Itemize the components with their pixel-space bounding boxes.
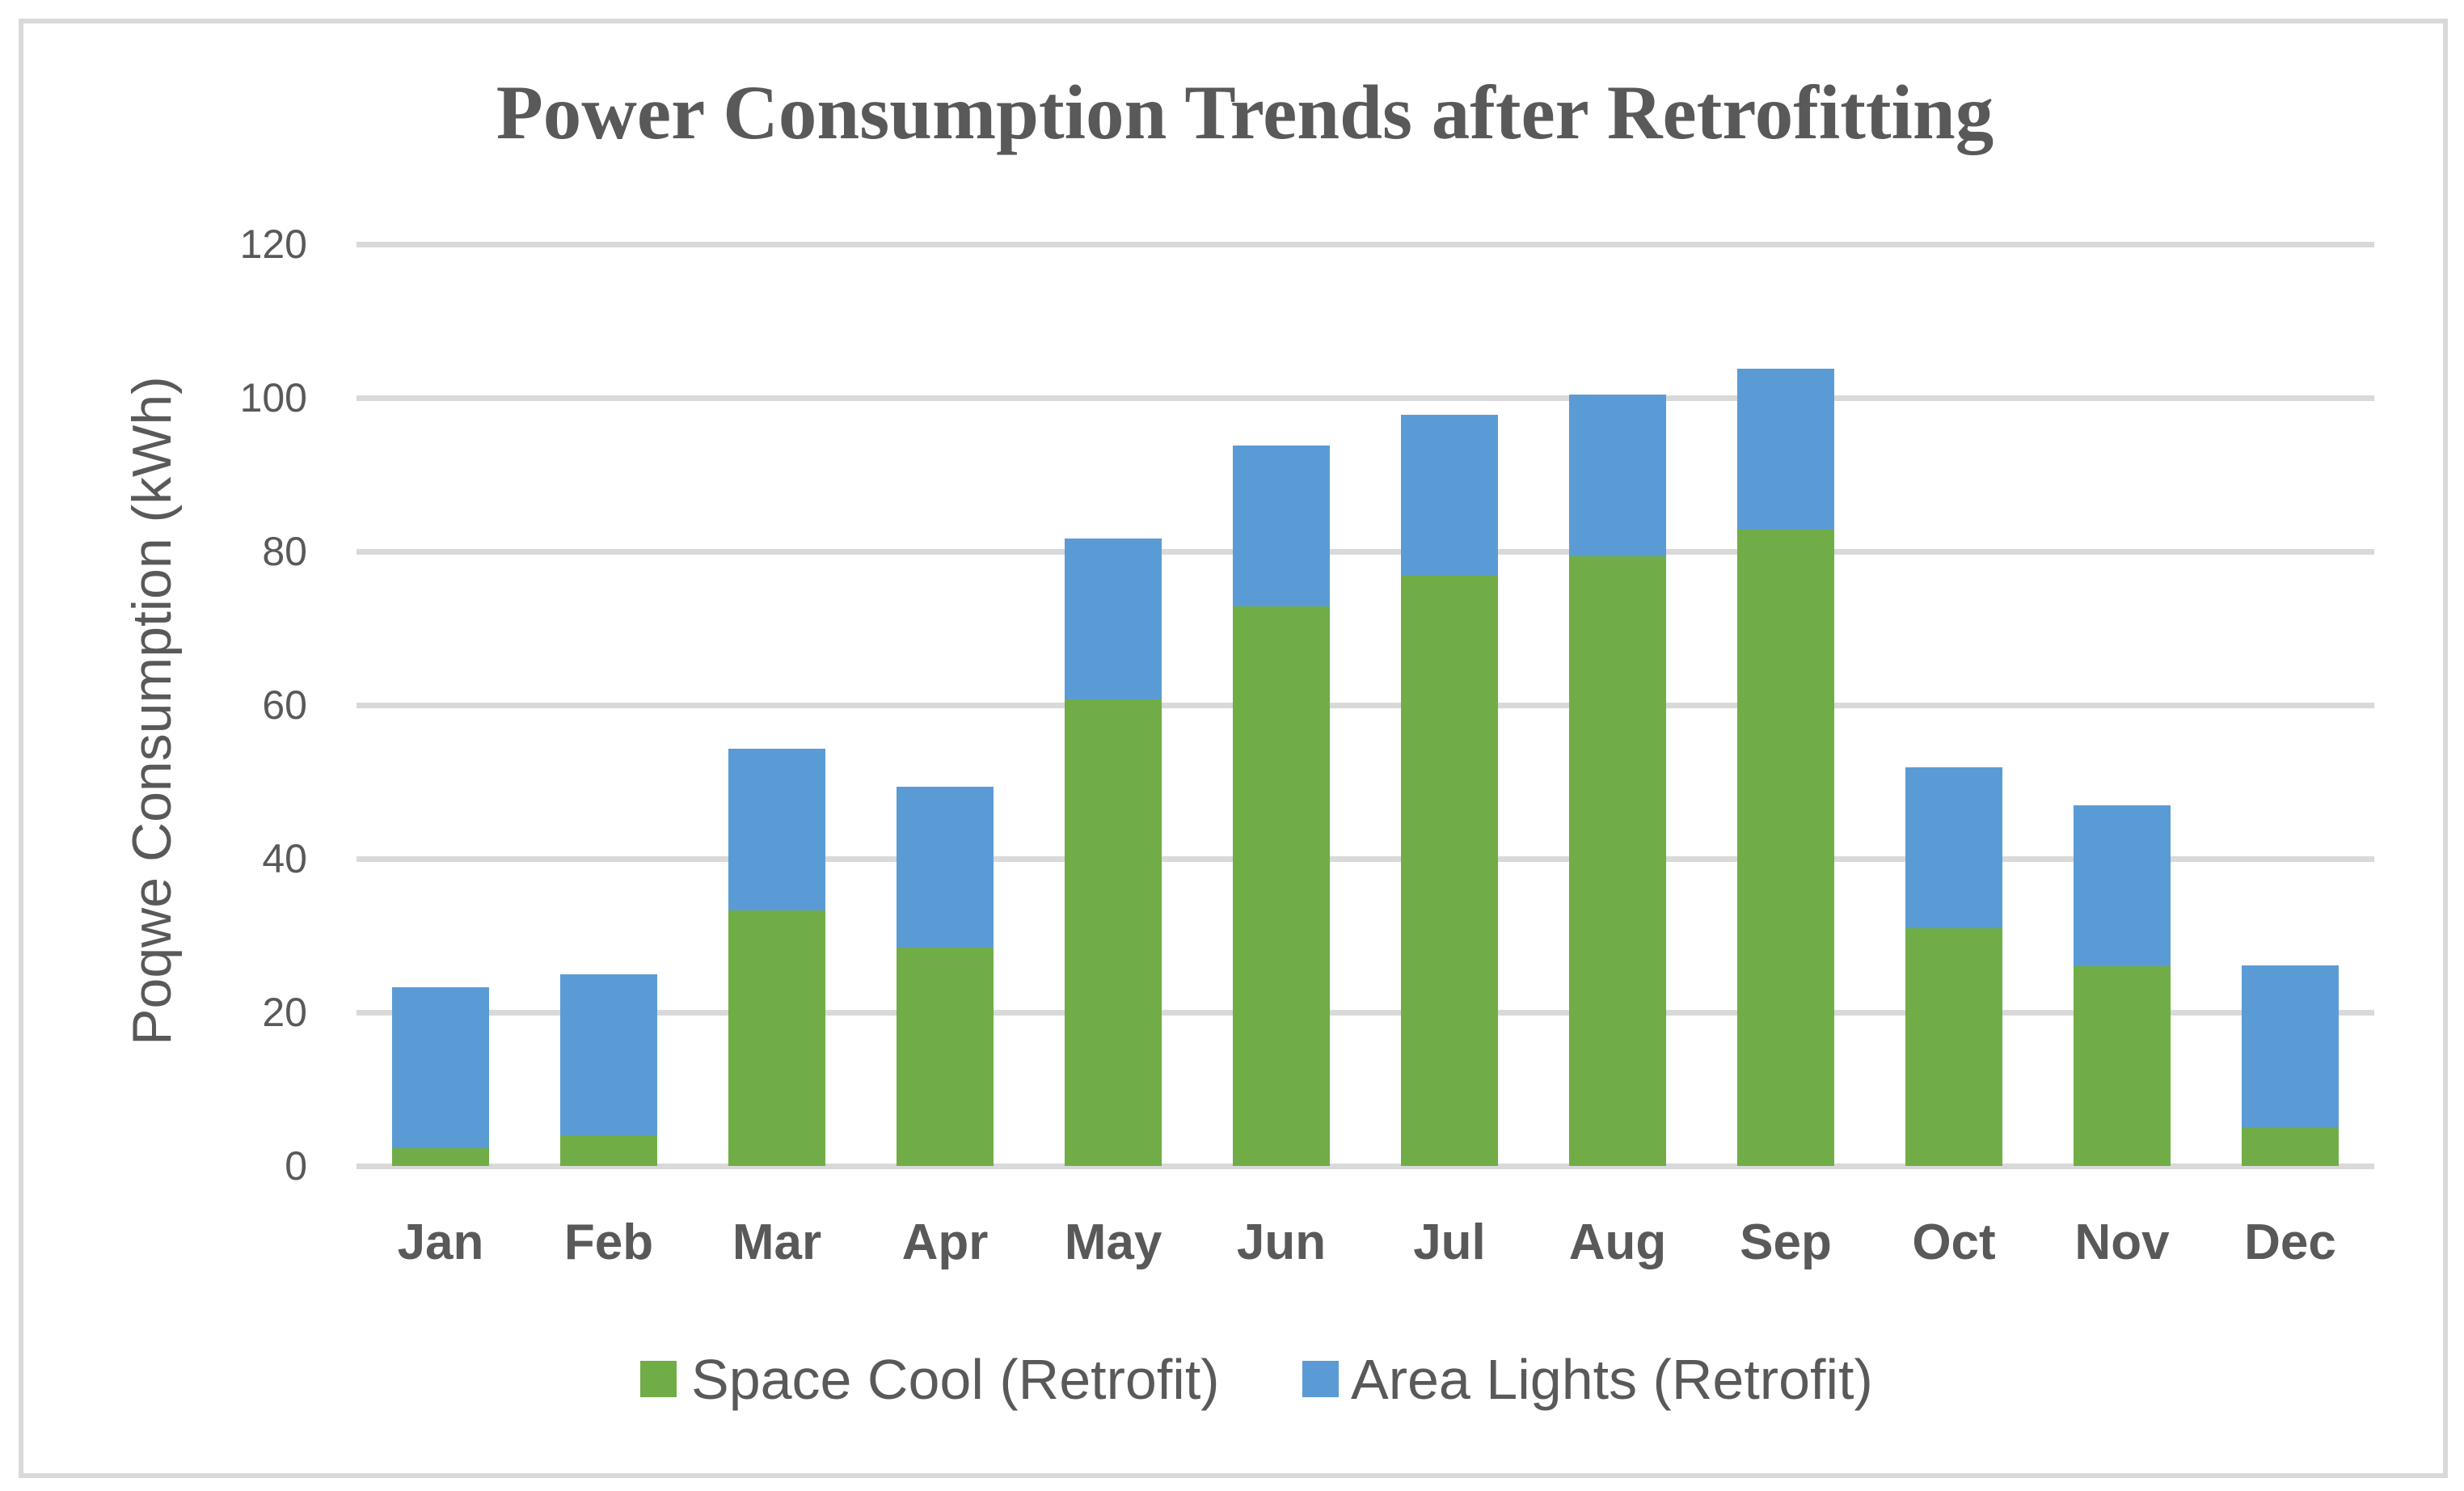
legend-swatch-space-cool [640,1361,677,1397]
bar-jul-area-lights-retrofit- [1401,414,1498,577]
x-axis-label-feb: Feb [563,1214,654,1270]
bar-apr-area-lights-retrofit- [897,786,994,948]
x-axis-label-may: May [1064,1214,1162,1270]
x-axis-label-mar: Mar [732,1214,822,1270]
bar-feb-area-lights-retrofit- [560,974,657,1135]
x-axis-label-nov: Nov [2074,1214,2170,1270]
y-tick-label: 120 [239,222,307,267]
bar-dec-space-cool-retrofit- [2242,1126,2339,1166]
bar-apr-space-cool-retrofit- [897,948,994,1166]
x-axis-label-aug: Aug [1568,1214,1667,1270]
y-tick-label: 20 [262,990,307,1035]
gridline-y-0 [357,1163,2374,1169]
x-axis-label-jun: Jun [1236,1214,1327,1270]
bar-mar-area-lights-retrofit- [728,749,825,910]
bar-nov-area-lights-retrofit- [2074,805,2171,966]
y-tick-label: 40 [262,836,307,881]
y-axis-title: Poqwe Consumption (kWh) [121,376,183,1045]
x-axis-label-dec: Dec [2244,1214,2336,1270]
bar-jan-area-lights-retrofit- [392,986,489,1149]
y-tick-label: 60 [262,682,307,728]
gridline-y-60 [357,702,2374,708]
y-tick-label: 0 [285,1143,307,1189]
legend-label-space-cool: Space Cool (Retrofit) [691,1348,1220,1411]
bar-jan-space-cool-retrofit- [392,1148,489,1166]
legend-label-area-lights: Area Lights (Retrofit) [1351,1348,1873,1411]
y-tick-label: 100 [239,375,307,420]
bar-jun-space-cool-retrofit- [1233,606,1330,1166]
bar-jul-space-cool-retrofit- [1401,576,1498,1166]
x-axis-label-sep: Sep [1740,1214,1832,1270]
x-axis-label-oct: Oct [1912,1214,1996,1270]
gridline-y-20 [357,1009,2374,1016]
chart-title: Power Consumption Trends after Retrofitt… [496,70,1994,155]
bar-jun-area-lights-retrofit- [1233,445,1330,607]
gridline-y-40 [357,855,2374,862]
bar-mar-space-cool-retrofit- [728,910,825,1166]
bar-sep-area-lights-retrofit- [1737,368,1834,530]
x-axis-label-jul: Jul [1413,1214,1486,1270]
legend-swatch-area-lights [1302,1361,1339,1397]
bar-aug-area-lights-retrofit- [1569,395,1666,556]
bar-aug-space-cool-retrofit- [1569,555,1666,1166]
x-axis-label-apr: Apr [901,1214,989,1270]
bar-feb-space-cool-retrofit- [560,1135,657,1166]
y-tick-label: 80 [262,529,307,574]
gridline-y-100 [357,395,2374,401]
x-axis-label-jan: Jan [397,1214,484,1270]
bar-dec-area-lights-retrofit- [2242,965,2339,1127]
bar-sep-space-cool-retrofit- [1737,530,1834,1166]
bar-nov-space-cool-retrofit- [2074,966,2171,1166]
bar-may-area-lights-retrofit- [1065,538,1162,700]
gridline-y-80 [357,548,2374,555]
chart-border-frame [19,19,2448,1478]
gridline-y-120 [357,241,2374,247]
bar-oct-space-cool-retrofit- [1905,928,2002,1166]
bar-may-space-cool-retrofit- [1065,699,1162,1166]
bar-oct-area-lights-retrofit- [1905,767,2002,929]
